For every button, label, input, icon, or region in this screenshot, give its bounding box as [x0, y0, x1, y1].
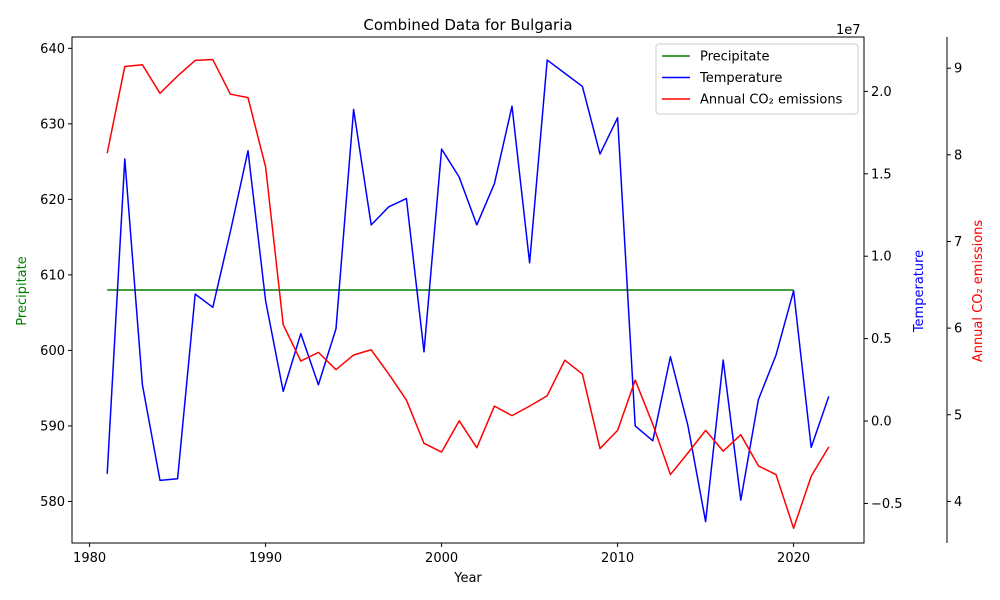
right-tick-label: 0.5 — [871, 332, 892, 347]
right-tick-label: 2.0 — [871, 85, 892, 100]
left-tick-label: 590 — [40, 419, 65, 434]
x-tick-label: 1990 — [249, 551, 282, 566]
far-right-axis: 4 5 6 7 8 9 — [946, 37, 962, 543]
legend-label: Annual CO₂ emissions — [700, 93, 843, 108]
left-tick-label: 620 — [40, 193, 65, 208]
series-line-2 — [106, 58, 830, 530]
right-axis-offset-text: 1e7 — [836, 23, 861, 38]
chart-title: Combined Data for Bulgaria — [363, 16, 572, 34]
far-right-tick-label: 5 — [954, 408, 962, 423]
x-axis: 1980 1990 2000 2010 2020 — [73, 543, 810, 566]
far-right-tick-label: 7 — [954, 235, 962, 250]
left-axis-label: Precipitate — [15, 256, 30, 325]
legend-label: Temperature — [699, 71, 782, 86]
left-axis: 580 590 600 610 620 630 640 — [40, 42, 72, 510]
x-tick-label: 2020 — [777, 551, 810, 566]
far-right-axis-label: Annual CO₂ emissions — [971, 220, 986, 363]
left-tick-label: 600 — [40, 344, 65, 359]
far-right-tick-label: 8 — [954, 148, 962, 163]
legend: Precipitate Temperature Annual CO₂ emissio… — [655, 43, 859, 115]
legend-box — [655, 43, 859, 115]
left-tick-label: 610 — [40, 268, 65, 283]
left-tick-label: 580 — [40, 495, 65, 510]
right-tick-label: 1.5 — [871, 167, 892, 182]
far-right-tick-label: 6 — [954, 322, 962, 337]
left-tick-label: 640 — [40, 42, 65, 57]
right-axis: −0.5 0.0 0.5 1.0 1.5 2.0 — [864, 85, 903, 512]
far-right-tick-label: 4 — [954, 495, 962, 510]
right-axis-label: Temperature — [912, 250, 927, 333]
plot-area — [71, 36, 865, 544]
x-tick-label: 2000 — [425, 551, 458, 566]
x-tick-label: 1980 — [73, 551, 106, 566]
right-tick-label: −0.5 — [871, 497, 903, 512]
left-tick-label: 630 — [40, 117, 65, 132]
legend-label: Precipitate — [700, 50, 769, 65]
plot-frame — [71, 36, 865, 544]
right-tick-label: 1.0 — [871, 250, 892, 265]
right-tick-label: 0.0 — [871, 415, 892, 430]
x-axis-label: Year — [453, 571, 482, 586]
far-right-tick-label: 9 — [954, 62, 962, 77]
x-tick-label: 2010 — [601, 551, 634, 566]
series-line-1 — [106, 59, 830, 523]
